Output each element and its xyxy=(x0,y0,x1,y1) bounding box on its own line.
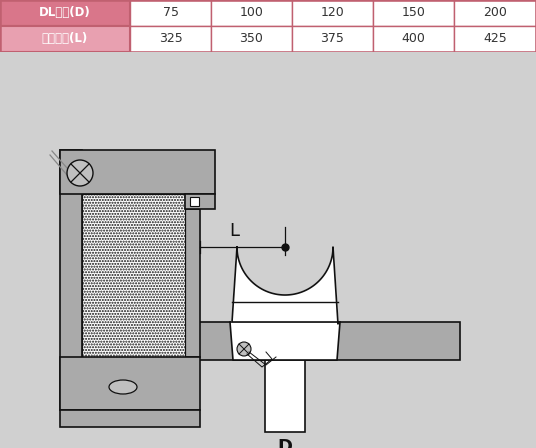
Text: D: D xyxy=(278,438,293,448)
Bar xyxy=(60,410,200,427)
Bar xyxy=(292,0,373,26)
Bar xyxy=(130,0,211,26)
Bar xyxy=(211,0,292,26)
Bar xyxy=(373,0,454,26)
Bar xyxy=(265,357,305,432)
Text: 200: 200 xyxy=(483,7,507,20)
Bar xyxy=(60,150,215,194)
Bar xyxy=(130,26,211,52)
Bar xyxy=(190,197,199,206)
Text: 400: 400 xyxy=(401,33,426,46)
Bar xyxy=(0,0,130,26)
Text: 75: 75 xyxy=(162,7,178,20)
Bar xyxy=(60,357,200,410)
Text: 375: 375 xyxy=(321,33,345,46)
Text: 150: 150 xyxy=(401,7,426,20)
Bar xyxy=(454,26,536,52)
Bar xyxy=(82,322,460,360)
Bar xyxy=(185,209,200,357)
Text: 120: 120 xyxy=(321,7,344,20)
Bar xyxy=(60,150,82,410)
Polygon shape xyxy=(233,357,337,360)
Bar xyxy=(292,26,373,52)
Text: 425: 425 xyxy=(483,33,507,46)
Bar xyxy=(454,0,536,26)
Bar xyxy=(185,194,215,209)
Bar xyxy=(373,26,454,52)
Bar xyxy=(82,194,185,357)
Text: 100: 100 xyxy=(240,7,263,20)
Bar xyxy=(211,26,292,52)
Text: L: L xyxy=(229,222,239,240)
Polygon shape xyxy=(230,322,340,360)
Circle shape xyxy=(67,160,93,186)
Text: 중심거리(L): 중심거리(L) xyxy=(42,33,88,46)
Bar xyxy=(0,26,130,52)
Circle shape xyxy=(237,342,251,356)
Text: 325: 325 xyxy=(159,33,182,46)
Polygon shape xyxy=(232,247,338,324)
Ellipse shape xyxy=(109,380,137,394)
Text: 350: 350 xyxy=(240,33,263,46)
Text: DL지름(D): DL지름(D) xyxy=(39,7,91,20)
